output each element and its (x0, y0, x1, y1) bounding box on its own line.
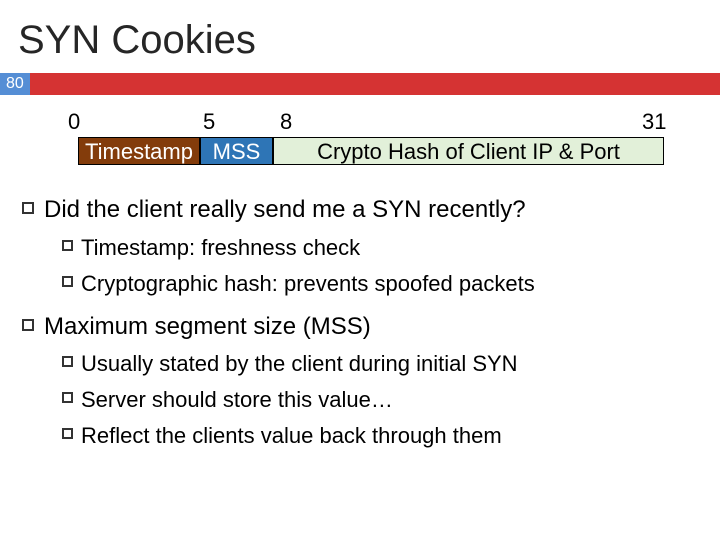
bullet-marker-icon (62, 240, 73, 251)
bullet-2-sub-2-text: Server should store this value… (81, 384, 393, 416)
bullet-marker-icon (22, 319, 34, 331)
bullet-1-sub-1-text: Timestamp: freshness check (81, 232, 360, 264)
bullet-1: Did the client really send me a SYN rece… (22, 193, 698, 228)
bitfield-diagram: Timestamp MSS Crypto Hash of Client IP &… (48, 137, 664, 167)
header-bar-row: 80 (0, 73, 720, 95)
bit-label-8: 8 (280, 109, 292, 135)
bullet-marker-icon (62, 392, 73, 403)
bitfield-labels: 0 5 8 31 (48, 109, 698, 137)
bullet-marker-icon (62, 276, 73, 287)
bit-label-0: 0 (68, 109, 80, 135)
bit-label-5: 5 (203, 109, 215, 135)
bullet-1-sub-2-text: Cryptographic hash: prevents spoofed pac… (81, 268, 535, 300)
bullet-marker-icon (62, 428, 73, 439)
bullet-2-sub-1: Usually stated by the client during init… (62, 348, 698, 380)
bullet-2-sub-2: Server should store this value… (62, 384, 698, 416)
header-bar (30, 73, 720, 95)
bullet-2: Maximum segment size (MSS) (22, 310, 698, 345)
field-timestamp: Timestamp (78, 137, 200, 165)
bullet-2-sub-1-text: Usually stated by the client during init… (81, 348, 518, 380)
bullet-2-text: Maximum segment size (MSS) (44, 310, 371, 345)
content-area: 0 5 8 31 Timestamp MSS Crypto Hash of Cl… (0, 95, 720, 452)
bullet-marker-icon (62, 356, 73, 367)
slide-title: SYN Cookies (0, 0, 720, 73)
bit-label-31: 31 (642, 109, 666, 135)
bullet-1-sub-2: Cryptographic hash: prevents spoofed pac… (62, 268, 698, 300)
slide-root: SYN Cookies 80 0 5 8 31 Timestamp MSS Cr… (0, 0, 720, 540)
bullet-2-sub-3: Reflect the clients value back through t… (62, 420, 698, 452)
page-number-badge: 80 (0, 73, 30, 95)
bullet-list: Did the client really send me a SYN rece… (48, 193, 698, 452)
field-mss: MSS (200, 137, 273, 165)
bullet-2-sub-3-text: Reflect the clients value back through t… (81, 420, 502, 452)
field-hash: Crypto Hash of Client IP & Port (273, 137, 664, 165)
bullet-1-sub-1: Timestamp: freshness check (62, 232, 698, 264)
bullet-marker-icon (22, 202, 34, 214)
bullet-1-text: Did the client really send me a SYN rece… (44, 193, 526, 228)
